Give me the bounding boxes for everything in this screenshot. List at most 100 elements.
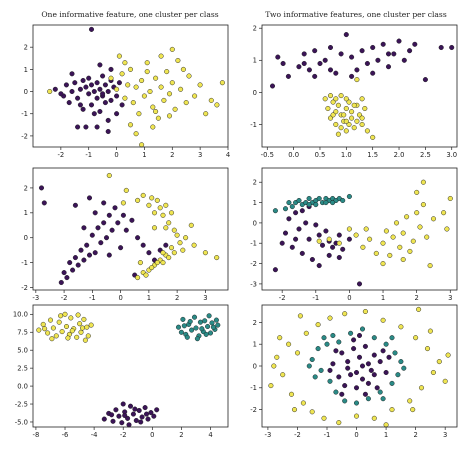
data-point-yellow bbox=[322, 96, 328, 102]
data-point-purple bbox=[345, 365, 351, 371]
x-tick-label: 1 bbox=[381, 294, 385, 302]
data-point-purple bbox=[126, 422, 132, 428]
data-point-purple bbox=[349, 73, 355, 79]
data-point-purple bbox=[293, 210, 299, 216]
data-point-purple bbox=[97, 86, 103, 92]
data-point-yellow bbox=[135, 275, 141, 281]
data-point-teal bbox=[209, 320, 215, 326]
x-tick-label: 1.0 bbox=[341, 151, 352, 159]
data-point-purple bbox=[163, 242, 169, 248]
y-tick-label: 2 bbox=[253, 25, 257, 33]
data-point-teal bbox=[389, 335, 395, 341]
data-point-yellow bbox=[74, 334, 80, 340]
data-point-purple bbox=[319, 242, 326, 248]
data-point-yellow bbox=[364, 128, 370, 134]
data-point-purple bbox=[301, 51, 307, 57]
data-point-yellow bbox=[335, 131, 341, 137]
data-point-purple bbox=[77, 86, 83, 92]
x-tick-label: 0 bbox=[354, 431, 358, 439]
data-point-purple bbox=[116, 80, 122, 86]
data-point-yellow bbox=[354, 118, 360, 124]
data-point-yellow bbox=[277, 335, 283, 341]
data-point-yellow bbox=[203, 111, 209, 117]
data-point-purple bbox=[313, 222, 319, 228]
data-point-purple bbox=[83, 124, 89, 130]
data-point-yellow bbox=[338, 125, 344, 131]
data-point-yellow bbox=[63, 323, 70, 330]
data-point-purple bbox=[69, 71, 75, 77]
data-point-purple bbox=[449, 44, 455, 51]
y-tick-label: 2 bbox=[24, 184, 28, 192]
data-point-teal bbox=[178, 329, 184, 335]
x-tick-label: 2.0 bbox=[394, 151, 405, 159]
data-point-purple bbox=[88, 82, 95, 88]
data-point-teal bbox=[318, 367, 324, 373]
data-point-teal bbox=[392, 350, 398, 356]
data-point-yellow bbox=[343, 96, 349, 102]
data-point-purple bbox=[100, 91, 106, 97]
data-point-purple bbox=[58, 91, 64, 97]
data-point-yellow bbox=[155, 115, 161, 121]
data-point-purple bbox=[110, 418, 116, 424]
data-point-yellow bbox=[160, 250, 166, 256]
data-point-purple bbox=[275, 54, 281, 60]
data-point-yellow bbox=[177, 240, 183, 246]
data-point-yellow bbox=[342, 311, 348, 317]
data-point-teal bbox=[395, 372, 401, 378]
data-point-yellow bbox=[168, 245, 175, 251]
y-tick-label: -5.0 bbox=[15, 418, 28, 426]
data-point-teal bbox=[309, 356, 315, 363]
data-point-yellow bbox=[122, 60, 128, 66]
data-point-purple bbox=[97, 108, 103, 115]
data-point-yellow bbox=[127, 122, 134, 128]
data-point-teal bbox=[312, 374, 318, 380]
data-point-yellow bbox=[363, 226, 369, 232]
data-point-yellow bbox=[321, 415, 327, 421]
data-point-purple bbox=[106, 212, 112, 218]
y-tick-label: -2 bbox=[250, 260, 257, 268]
data-point-yellow bbox=[150, 124, 156, 130]
data-point-purple bbox=[380, 41, 386, 47]
data-point-yellow bbox=[53, 333, 59, 339]
data-point-teal bbox=[336, 339, 342, 345]
data-point-yellow bbox=[146, 202, 152, 208]
data-point-yellow bbox=[135, 197, 141, 203]
data-point-yellow bbox=[208, 97, 214, 103]
data-point-teal bbox=[323, 200, 329, 206]
data-point-yellow bbox=[79, 325, 86, 331]
x-tick-label: 0 bbox=[150, 431, 154, 439]
data-point-purple bbox=[309, 256, 315, 263]
data-point-purple bbox=[97, 62, 103, 68]
x-tick-label: -1 bbox=[312, 294, 319, 302]
data-point-purple bbox=[351, 337, 357, 343]
data-point-purple bbox=[58, 279, 64, 286]
data-point-yellow bbox=[163, 202, 169, 208]
data-point-purple bbox=[78, 247, 84, 253]
data-point-teal bbox=[327, 378, 333, 384]
data-point-purple bbox=[336, 374, 342, 380]
scatter-panel-6: -3 -2 -1 0 1 2 3 -2 -1 0 1 2 bbox=[250, 304, 458, 439]
data-point-yellow bbox=[341, 112, 347, 118]
data-point-yellow bbox=[202, 250, 208, 256]
data-point-yellow bbox=[359, 115, 365, 121]
data-point-purple bbox=[108, 66, 114, 72]
data-point-purple bbox=[94, 124, 100, 130]
data-point-teal bbox=[202, 318, 208, 324]
data-point-yellow bbox=[163, 225, 169, 231]
data-point-purple bbox=[105, 117, 111, 123]
data-point-yellow bbox=[47, 317, 54, 323]
data-point-purple bbox=[371, 372, 377, 378]
data-point-yellow bbox=[143, 272, 149, 278]
data-point-purple bbox=[374, 385, 380, 391]
x-tick-label: 0 bbox=[114, 151, 118, 159]
data-point-yellow bbox=[288, 391, 295, 397]
data-point-yellow bbox=[316, 238, 322, 244]
data-point-purple bbox=[349, 54, 355, 60]
data-point-purple bbox=[133, 417, 139, 424]
data-point-purple bbox=[371, 352, 377, 358]
y-tick-label: -2 bbox=[250, 406, 257, 414]
data-point-purple bbox=[438, 44, 444, 51]
x-tick-label: 3.0 bbox=[446, 151, 457, 159]
data-point-purple bbox=[95, 225, 101, 231]
data-point-yellow bbox=[133, 131, 139, 137]
